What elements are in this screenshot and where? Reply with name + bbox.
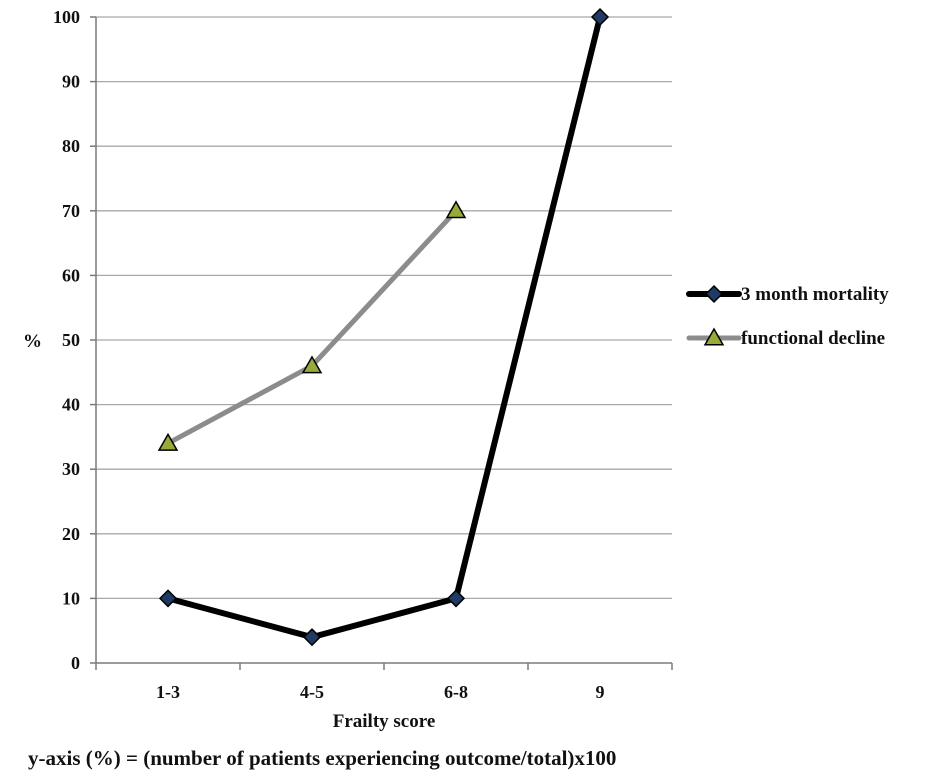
legend-marker [703,327,725,346]
legend-label: functional decline [741,328,885,349]
x-tick-label: 6-8 [444,682,468,702]
series-line [165,208,459,446]
data-point [301,355,323,374]
data-point [157,432,179,451]
data-point [446,589,466,608]
y-tick-label: 60 [62,265,80,285]
data-point [590,7,610,27]
x-axis-title: Frailty score [333,711,436,732]
legend: 3 month mortality functional decline [686,284,889,349]
y-axis-title: % [23,331,42,352]
y-tick-label: 0 [71,653,80,673]
y-tick-label: 40 [62,395,80,415]
data-point [445,200,467,219]
legend-item: 3 month mortality [686,284,889,305]
y-tick-label: 20 [62,524,80,544]
series-line [165,14,603,641]
x-tick-labels: 1-3 4-5 6-8 9 [156,682,605,702]
x-tick-label: 9 [596,682,605,702]
y-tick-label: 90 [62,72,80,92]
y-tick-label: 80 [62,136,80,156]
y-tick-label: 10 [62,588,80,608]
data-point [158,589,178,608]
x-tick-label: 4-5 [300,682,324,702]
series-1 [157,200,467,451]
y-tick-labels: 0 10 20 30 40 50 60 70 80 90 100 [53,7,80,673]
data-point [302,628,322,647]
legend-item: functional decline [686,327,885,349]
footnote: y-axis (%) = (number of patients experie… [28,746,617,770]
y-tick-label: 100 [53,7,80,27]
axes [90,16,673,670]
gridlines [96,16,672,600]
y-tick-label: 30 [62,459,80,479]
legend-marker [704,284,724,304]
series-0 [158,7,610,647]
y-tick-label: 50 [62,330,80,350]
x-tick-label: 1-3 [156,682,180,702]
y-tick-label: 70 [62,201,80,221]
legend-label: 3 month mortality [741,284,889,305]
series [157,7,610,647]
